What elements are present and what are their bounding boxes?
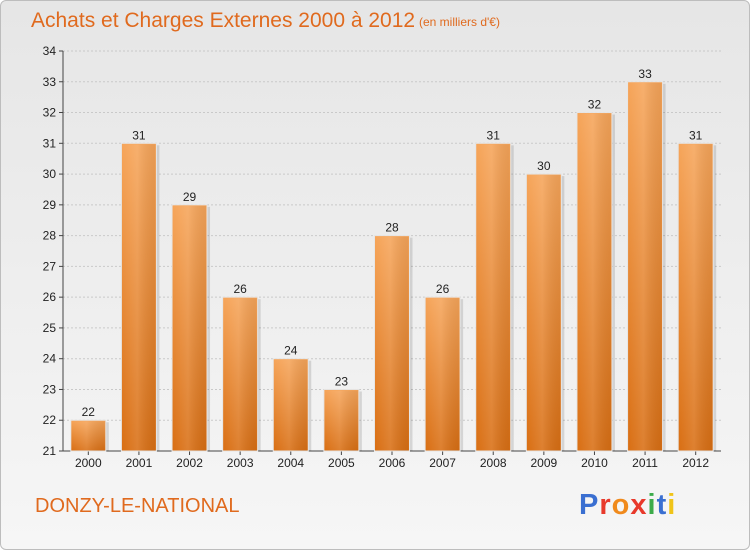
data-label: 29 bbox=[183, 190, 197, 204]
x-tick-label: 2007 bbox=[429, 456, 456, 470]
logo-letter: x bbox=[630, 489, 648, 521]
x-tick-label: 2012 bbox=[682, 456, 709, 470]
bar-highlight bbox=[274, 359, 308, 451]
y-tick-label: 34 bbox=[43, 44, 57, 58]
data-label: 32 bbox=[588, 98, 602, 112]
bar-highlight bbox=[426, 298, 460, 451]
x-tick-label: 2006 bbox=[379, 456, 406, 470]
proxiti-logo[interactable]: Proxiti bbox=[579, 489, 676, 522]
logo-letter: r bbox=[599, 489, 612, 521]
bar-highlight bbox=[375, 236, 409, 451]
y-tick-label: 31 bbox=[43, 136, 57, 150]
bar-highlight bbox=[679, 144, 713, 452]
y-tick-label: 24 bbox=[43, 352, 57, 366]
x-tick-label: 2008 bbox=[480, 456, 507, 470]
bar-highlight bbox=[577, 113, 611, 452]
data-label: 28 bbox=[385, 221, 399, 235]
y-tick-label: 32 bbox=[43, 106, 57, 120]
bar-highlight bbox=[223, 298, 257, 451]
logo-letter: i bbox=[647, 489, 657, 521]
data-label: 26 bbox=[436, 282, 450, 296]
y-tick-label: 21 bbox=[43, 444, 57, 458]
data-label: 23 bbox=[335, 374, 349, 388]
y-tick-label: 25 bbox=[43, 321, 57, 335]
bar-highlight bbox=[324, 390, 358, 451]
bar-highlight bbox=[173, 205, 207, 451]
data-label: 26 bbox=[233, 282, 247, 296]
y-tick-label: 27 bbox=[43, 259, 57, 273]
bar-highlight bbox=[476, 144, 510, 452]
y-tick-label: 23 bbox=[43, 382, 57, 396]
bar-highlight bbox=[71, 421, 105, 451]
y-tick-label: 33 bbox=[43, 75, 57, 89]
city-name: DONZY-LE-NATIONAL bbox=[35, 495, 240, 517]
y-tick-label: 22 bbox=[43, 413, 57, 427]
data-label: 30 bbox=[537, 159, 551, 173]
data-label: 24 bbox=[284, 344, 298, 358]
logo-letter: P bbox=[579, 489, 600, 521]
chart-title: Achats et Charges Externes 2000 à 2012 bbox=[31, 9, 416, 32]
x-tick-label: 2003 bbox=[227, 456, 254, 470]
bar-highlight bbox=[122, 144, 156, 452]
y-tick-label: 28 bbox=[43, 229, 57, 243]
bar-highlight bbox=[527, 175, 561, 452]
chart-subtitle: (en milliers d'€) bbox=[419, 15, 500, 29]
x-tick-label: 2000 bbox=[75, 456, 102, 470]
logo-letter: i bbox=[667, 489, 677, 521]
data-label: 31 bbox=[132, 128, 146, 142]
data-label: 22 bbox=[82, 405, 96, 419]
x-tick-label: 2001 bbox=[126, 456, 153, 470]
x-tick-label: 2010 bbox=[581, 456, 608, 470]
x-tick-label: 2011 bbox=[632, 456, 658, 470]
data-label: 31 bbox=[487, 128, 501, 142]
logo-letter: t bbox=[656, 489, 668, 521]
x-tick-label: 2005 bbox=[328, 456, 355, 470]
bars bbox=[70, 81, 717, 452]
bar-highlight bbox=[628, 82, 662, 452]
y-tick-label: 29 bbox=[43, 198, 57, 212]
x-tick-label: 2002 bbox=[176, 456, 203, 470]
y-tick-label: 30 bbox=[43, 167, 57, 181]
data-labels: 22 31 29 26 24 23 28 26 31 30 32 33 31 bbox=[82, 67, 703, 419]
data-label: 33 bbox=[638, 67, 652, 81]
y-tick-label: 26 bbox=[43, 290, 57, 304]
x-tick-label: 2004 bbox=[277, 456, 304, 470]
logo-letter: o bbox=[611, 489, 631, 521]
x-tick-label: 2009 bbox=[530, 456, 557, 470]
data-label: 31 bbox=[689, 128, 703, 142]
